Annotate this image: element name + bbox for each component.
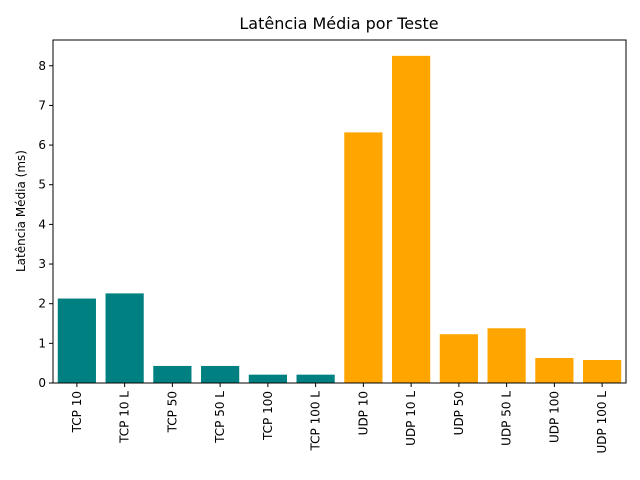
- y-tick-label-2: 2: [38, 297, 46, 311]
- x-tick-label-9: UDP 50 L: [500, 391, 514, 446]
- bar-8: [439, 334, 478, 383]
- bar-10: [535, 358, 574, 383]
- bar-11: [583, 360, 622, 383]
- x-tick-label-0: TCP 10: [70, 391, 84, 433]
- bar-4: [248, 374, 287, 383]
- y-ticks-group: 0 1 2 3 4 5 6 7 8: [38, 59, 53, 390]
- bar-1: [105, 293, 144, 383]
- bar-3: [201, 365, 240, 383]
- x-tick-label-10: UDP 100: [547, 391, 561, 443]
- y-tick-label-1: 1: [38, 336, 46, 350]
- x-tick-label-8: UDP 50: [452, 391, 466, 435]
- bar-9: [487, 328, 526, 383]
- bar-0: [57, 298, 96, 383]
- x-tick-label-5: TCP 100 L: [309, 391, 323, 452]
- x-tick-label-7: UDP 10 L: [404, 391, 418, 446]
- bar-2: [153, 365, 192, 383]
- x-tick-label-1: TCP 10 L: [118, 391, 132, 444]
- y-tick-label-8: 8: [38, 59, 46, 73]
- x-tick-label-11: UDP 100 L: [595, 391, 609, 454]
- bar-6: [344, 132, 383, 383]
- y-tick-label-6: 6: [38, 138, 46, 152]
- y-axis-label: Latência Média (ms): [14, 150, 28, 272]
- y-tick-label-3: 3: [38, 257, 46, 271]
- y-tick-label-7: 7: [38, 98, 46, 112]
- bars-group: [57, 55, 622, 384]
- bar-7: [392, 55, 431, 384]
- bar-5: [296, 374, 335, 383]
- y-tick-label-5: 5: [38, 178, 46, 192]
- x-tick-label-4: TCP 100: [261, 391, 275, 441]
- y-tick-label-0: 0: [38, 376, 46, 390]
- chart-title: Latência Média por Teste: [239, 14, 438, 33]
- x-tick-label-2: TCP 50: [165, 391, 179, 433]
- y-tick-label-4: 4: [38, 217, 46, 231]
- plot-frame: [52, 39, 627, 384]
- x-ticks-group: TCP 10 TCP 10 L TCP 50 TCP 50 L TCP 100 TCP 1…: [70, 383, 609, 453]
- x-tick-label-6: UDP 10: [356, 391, 370, 435]
- x-tick-label-3: TCP 50 L: [213, 391, 227, 444]
